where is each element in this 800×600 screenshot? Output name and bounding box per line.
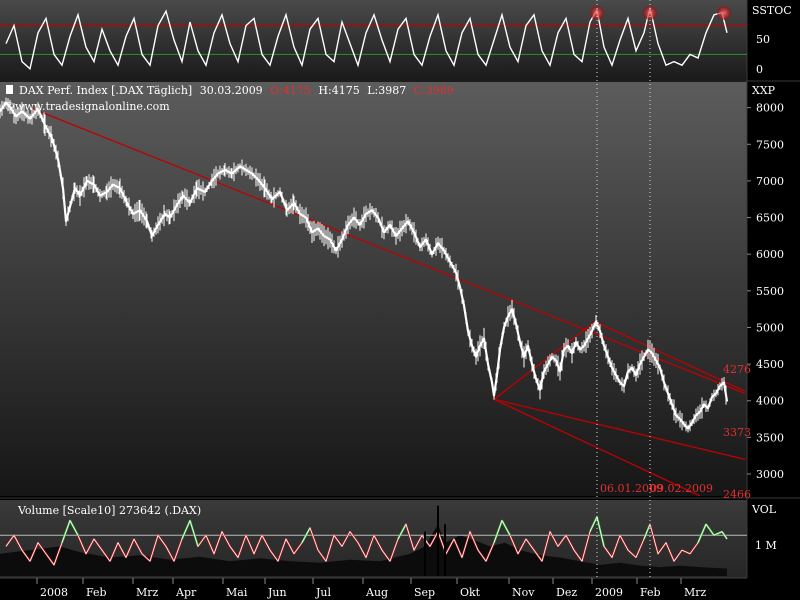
x-tick-label: Jul [315, 586, 331, 599]
volume-indicator [0, 505, 747, 576]
channel-line [594, 321, 746, 392]
channel-line [493, 321, 596, 400]
x-tick-label: Feb [640, 586, 661, 599]
x-tick-label: Aug [365, 586, 388, 599]
channel-mid-value: 3373 [723, 426, 751, 439]
x-tick-label: Okt [460, 586, 481, 599]
date-label-2: 09.02.2009 [650, 482, 713, 495]
header-date: 30.03.2009 [200, 84, 263, 97]
x-tick-label: Mrz [684, 586, 707, 599]
x-tick-label: 2009 [595, 586, 623, 599]
y-tick-label: 8000 [756, 102, 784, 115]
sstoc-line [5, 7, 728, 71]
y-tick-label: 4000 [756, 395, 784, 408]
price-axis-title: XXP [752, 84, 776, 97]
y-tick-label: 7000 [756, 175, 784, 188]
volume-tick-1m: 1 M [755, 539, 777, 552]
high-value: H:4175 [318, 84, 359, 97]
sstoc-title: SSTOC [752, 4, 792, 17]
y-tick-label: 5500 [756, 285, 784, 298]
volume-axis-title: VOL [751, 503, 777, 516]
volume-header: Volume [Scale10] 273642 (.DAX) [17, 504, 201, 517]
channel-line [493, 398, 701, 496]
volume-osc-line [5, 515, 728, 566]
y-tick-label: 6000 [756, 248, 784, 261]
channel-line [493, 398, 746, 460]
watermark: ©www.tradesignalonline.com [4, 100, 170, 113]
svg-text:DAX Perf. Index [.DAX Täglich: DAX Perf. Index [.DAX Täglich] 30.03.200… [19, 84, 454, 97]
sstoc-signal-circle [717, 6, 731, 20]
y-tick-label: 7500 [756, 138, 784, 151]
y-tick-label: 3000 [756, 468, 784, 481]
close-value: C:3989 [414, 84, 454, 97]
x-tick-label: Mrz [136, 586, 159, 599]
x-tick-label: Sep [414, 586, 435, 599]
y-tick-label: 5000 [756, 321, 784, 334]
x-tick-label: Apr [175, 586, 197, 599]
volume-area [0, 524, 727, 576]
y-tick-label: 6500 [756, 212, 784, 225]
sstoc-panel-bg [0, 0, 747, 80]
x-tick-label: Feb [86, 586, 107, 599]
y-tick-label: 3500 [756, 431, 784, 444]
sstoc-tick-50: 50 [756, 33, 770, 46]
x-axis: 2008 Feb Mrz Apr Mai Jun Jul Aug Sep Okt Nov Dez 200… [0, 577, 747, 599]
x-tick-label: 2008 [40, 586, 68, 599]
x-tick-label: Dez [556, 586, 577, 599]
sstoc-tick-0: 0 [756, 63, 763, 76]
price-axis: 3000 3500 4000 4500 5000 5500 6000 6500 7000 7500… [747, 102, 784, 481]
channel-top-value: 4276 [723, 363, 751, 376]
price-plot [0, 97, 746, 496]
low-value: L:3987 [367, 84, 406, 97]
date-markers [596, 0, 651, 578]
series-legend-icon [6, 85, 13, 94]
price-panel-bg [0, 82, 747, 496]
date-label-1: 06.01.2009 [600, 482, 663, 495]
channel-low-value: 2466 [723, 488, 751, 501]
instrument-name: DAX Perf. Index [.DAX Täglich] [19, 84, 192, 97]
x-tick-label: Jun [267, 586, 287, 599]
y-tick-label: 4500 [756, 358, 784, 371]
x-tick-label: Nov [512, 586, 535, 599]
channel-line [29, 107, 746, 395]
sstoc-indicator [0, 6, 747, 71]
open-value: O:4175 [270, 84, 311, 97]
x-tick-label: Mai [226, 586, 248, 599]
